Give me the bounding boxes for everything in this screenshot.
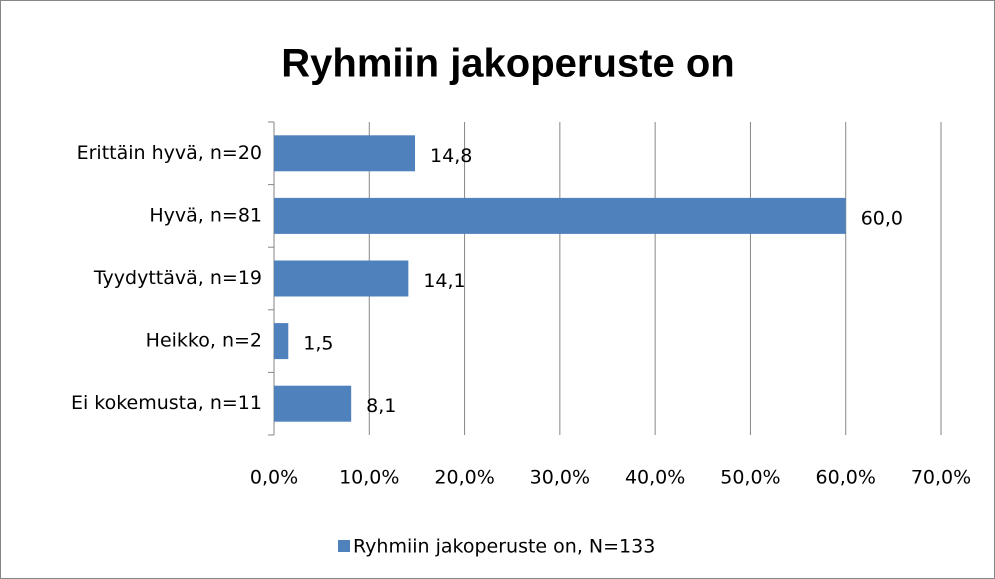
bar: [274, 197, 846, 234]
data-label: 14,8: [430, 145, 472, 167]
legend-swatch: [338, 540, 350, 552]
legend-label: Ryhmiin jakoperuste on, N=133: [353, 536, 655, 558]
x-tick-label: 20,0%: [434, 467, 494, 489]
x-tick-label: 50,0%: [720, 467, 780, 489]
data-label: 1,5: [303, 333, 333, 355]
x-tick-label: 10,0%: [339, 467, 399, 489]
y-tick-label: Heikko, n=2: [146, 330, 262, 352]
y-tick-label: Tyydyttävä, n=19: [93, 267, 262, 289]
bar: [274, 323, 289, 360]
bar: [274, 135, 416, 172]
chart-title: Ryhmiin jakoperuste on: [281, 42, 734, 86]
data-label: 60,0: [861, 207, 903, 229]
x-tick-label: 40,0%: [625, 467, 685, 489]
y-tick-label: Ei kokemusta, n=11: [71, 392, 262, 414]
y-tick-label: Erittäin hyvä, n=20: [77, 142, 262, 164]
bar: [274, 260, 409, 297]
x-tick-label: 70,0%: [911, 467, 971, 489]
bar: [274, 385, 352, 422]
x-tick-label: 60,0%: [816, 467, 876, 489]
y-tick-label: Hyvä, n=81: [149, 204, 262, 226]
x-tick-label: 0,0%: [250, 467, 298, 489]
x-tick-label: 30,0%: [530, 467, 590, 489]
data-label: 14,1: [423, 270, 465, 292]
data-label: 8,1: [366, 395, 396, 417]
